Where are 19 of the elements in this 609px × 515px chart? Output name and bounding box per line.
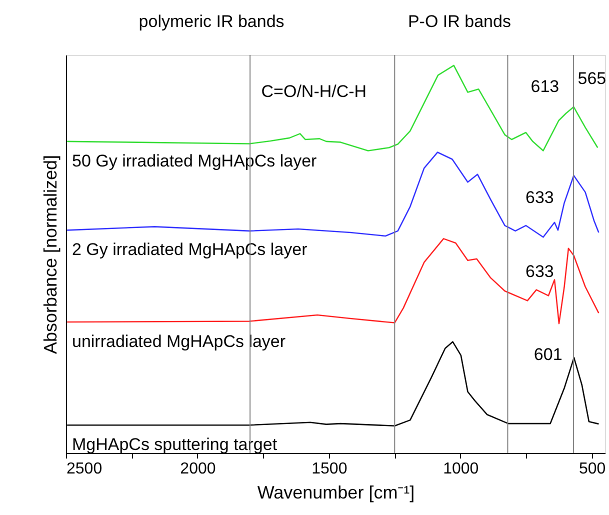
text: polymeric IR bands	[138, 12, 284, 31]
x-tick-label: 2000	[180, 460, 216, 478]
series-label: MgHApCs sputtering target	[72, 435, 278, 454]
annotation: 613	[530, 77, 560, 96]
series-label: 50 Gy irradiated MgHApCs layer	[72, 151, 318, 170]
x-axis-title: Wavenumber [cm⁻¹]	[257, 482, 415, 502]
annotation: C=O/N-H/C-H	[261, 82, 367, 101]
series-label: unirradiated MgHApCs layer	[72, 332, 286, 352]
annotation: 633	[526, 188, 554, 207]
series-label: 2 Gy irradiated MgHApCs layer	[72, 240, 308, 260]
annotation: 601	[534, 345, 562, 364]
y-axis-title: Absorbance [normalized]	[40, 154, 60, 354]
annotation: 633	[526, 262, 554, 281]
x-tick-label: 1000	[443, 460, 479, 478]
annotation: 565	[578, 68, 606, 88]
x-tick-label: 2500	[66, 460, 102, 478]
x-tick-label: 500	[579, 460, 606, 478]
x-tick-label: 1500	[312, 460, 348, 478]
text: P-O IR bands	[408, 12, 511, 31]
